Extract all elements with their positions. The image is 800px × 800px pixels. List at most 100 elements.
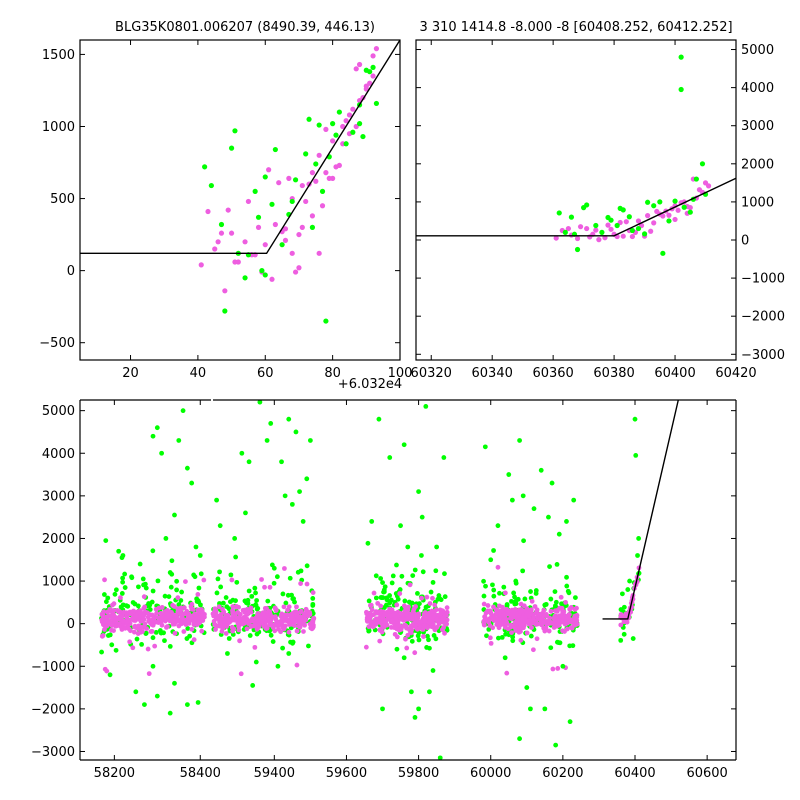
- magenta-point: [648, 228, 654, 234]
- magenta-point: [381, 623, 387, 629]
- green-outlier-point: [621, 631, 627, 637]
- green-outlier-point: [528, 706, 533, 712]
- magenta-point: [152, 643, 158, 649]
- magenta-point: [608, 226, 614, 232]
- magenta-point: [368, 603, 373, 608]
- magenta-point: [141, 594, 147, 600]
- magenta-point: [397, 591, 403, 596]
- magenta-point: [292, 269, 299, 275]
- magenta-point: [225, 207, 231, 213]
- x-tick-label: 60400: [614, 766, 655, 781]
- magenta-point: [405, 615, 411, 621]
- green-outlier-point: [553, 742, 559, 748]
- green-point: [343, 141, 349, 147]
- magenta-point: [577, 224, 584, 230]
- magenta-point: [252, 644, 258, 650]
- green-point: [614, 222, 620, 229]
- magenta-point: [135, 631, 141, 636]
- green-point: [548, 645, 554, 651]
- green-point: [280, 645, 286, 651]
- x-tick-label: 60: [257, 366, 274, 381]
- magenta-point: [371, 590, 377, 596]
- green-point: [254, 606, 260, 612]
- green-outlier-point: [398, 523, 403, 529]
- magenta-point: [405, 632, 411, 638]
- green-outlier-point: [184, 465, 190, 471]
- green-point: [428, 589, 434, 595]
- green-outlier-point: [549, 480, 555, 486]
- green-outlier-point: [150, 433, 156, 439]
- magenta-point: [184, 611, 190, 617]
- green-point: [406, 599, 412, 605]
- magenta-point: [159, 605, 165, 610]
- green-point: [333, 132, 339, 138]
- green-point: [566, 590, 572, 596]
- green-point: [179, 589, 185, 595]
- green-point: [232, 128, 238, 134]
- magenta-point: [514, 622, 519, 628]
- green-point: [629, 227, 635, 234]
- magenta-point: [124, 615, 130, 620]
- magenta-point: [444, 605, 450, 611]
- magenta-point: [629, 233, 635, 240]
- magenta-point: [243, 618, 249, 624]
- magenta-point: [218, 230, 225, 236]
- green-point: [150, 635, 156, 641]
- magenta-point: [195, 592, 201, 597]
- green-outlier-point: [430, 668, 436, 673]
- magenta-point: [179, 617, 184, 622]
- green-point: [244, 600, 249, 606]
- green-point: [125, 603, 131, 609]
- magenta-point: [259, 619, 265, 625]
- green-point: [384, 597, 390, 603]
- magenta-point: [262, 242, 268, 248]
- green-outlier-point: [225, 651, 230, 656]
- magenta-point: [310, 624, 316, 630]
- magenta-point: [366, 624, 372, 630]
- magenta-point: [651, 220, 657, 226]
- magenta-point: [392, 623, 398, 628]
- y-tick-label: 1000: [42, 575, 75, 590]
- green-point: [554, 561, 560, 567]
- green-point: [366, 628, 372, 634]
- green-point: [528, 589, 533, 594]
- magenta-point: [183, 579, 188, 585]
- green-point: [162, 638, 167, 644]
- green-outlier-point: [416, 706, 421, 712]
- green-point: [208, 182, 214, 189]
- green-point: [196, 599, 202, 605]
- panel-title: 3 310 1414.8 -8.000 -8 [60408.252, 60412…: [419, 20, 732, 35]
- green-point: [559, 601, 564, 607]
- magenta-point: [440, 616, 446, 622]
- green-point: [584, 202, 590, 208]
- green-outlier-point: [163, 536, 169, 541]
- green-outlier-point: [482, 444, 488, 450]
- green-point: [290, 640, 295, 646]
- magenta-point: [495, 564, 501, 570]
- green-point: [178, 598, 184, 603]
- green-point: [289, 592, 294, 598]
- magenta-point: [416, 619, 422, 625]
- green-outlier-point: [137, 561, 143, 567]
- green-outlier-point: [556, 531, 562, 537]
- magenta-point: [521, 625, 526, 631]
- y-tick-label: −2000: [31, 702, 75, 717]
- green-point: [220, 600, 226, 606]
- green-outlier-point: [560, 663, 566, 669]
- green-outlier-point: [279, 459, 284, 465]
- green-outlier-point: [268, 421, 274, 426]
- magenta-point: [340, 123, 346, 130]
- magenta-point: [267, 622, 273, 628]
- green-point: [167, 643, 173, 649]
- magenta-point: [413, 604, 418, 609]
- green-point: [415, 591, 420, 596]
- magenta-point: [131, 608, 136, 614]
- y-tick-label: 3000: [42, 489, 75, 504]
- green-outlier-point: [520, 493, 526, 499]
- green-outlier-point: [257, 399, 263, 405]
- magenta-point: [406, 627, 412, 632]
- magenta-point: [433, 617, 439, 623]
- green-point: [635, 225, 642, 232]
- green-outlier-point: [217, 523, 223, 529]
- magenta-point: [378, 603, 384, 609]
